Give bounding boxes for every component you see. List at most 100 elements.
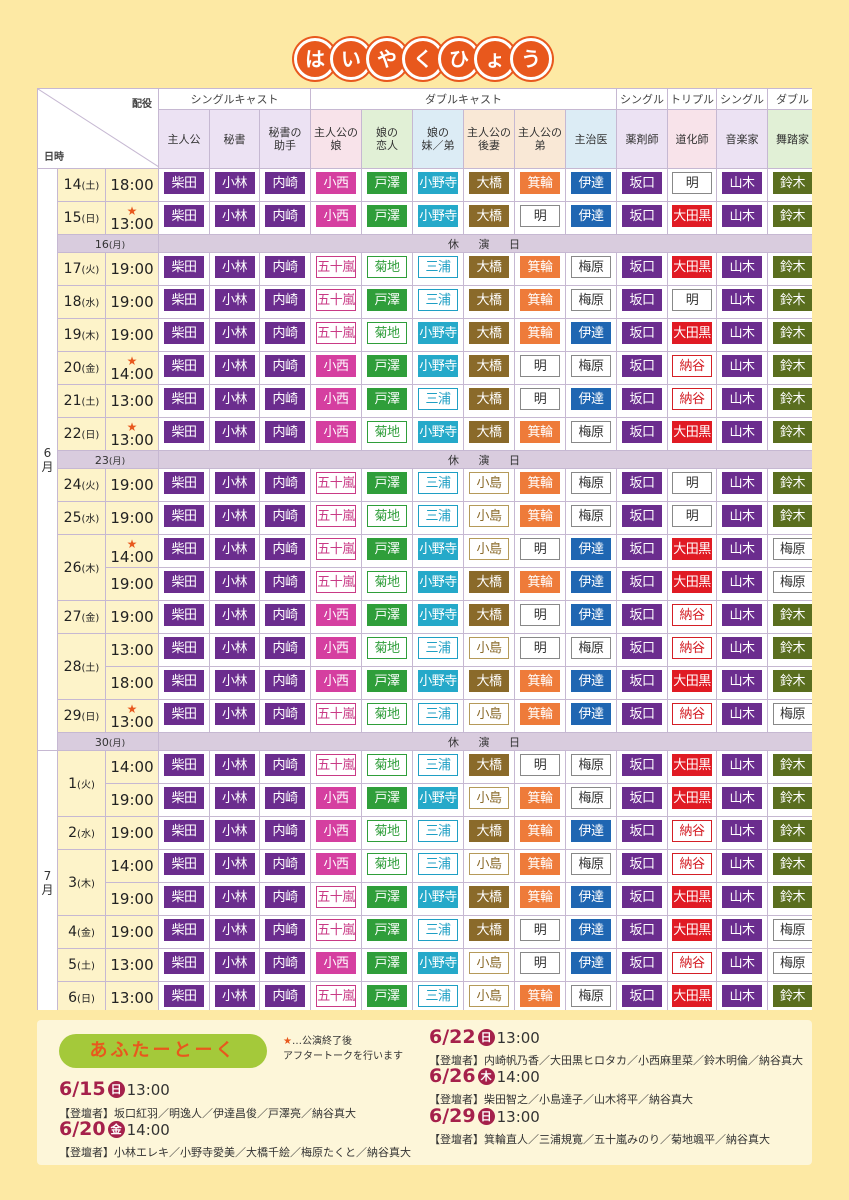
performance-row: 19:00 柴田 小林 内崎 五十嵐 菊地 小野寺 大橋 箕輪 伊達 坂口 大田黒 山木 梅原 — [38, 567, 812, 601]
actor-name: 小林 — [214, 985, 255, 1007]
actor-name: 戸澤 — [367, 205, 408, 227]
actor-name: 柴田 — [164, 853, 205, 875]
cast-cell: 内崎 — [259, 318, 312, 352]
cast-cell: 山木 — [716, 699, 769, 733]
off-day-date: 23(月) — [56, 450, 160, 469]
cast-cell: 内崎 — [259, 699, 312, 733]
actor-name: 明 — [672, 505, 713, 527]
talk-cast: 【登壇者】箕輪直人／三浦規寛／五十嵐みのり／菊地颯平／納谷真大 — [429, 1133, 770, 1146]
actor-name: 小島 — [469, 853, 510, 875]
cast-cell: 鈴木 — [767, 501, 812, 535]
cast-cell: 箕輪 — [514, 882, 567, 916]
role-header: 道化師 — [667, 109, 718, 169]
cast-cell: 菊地 — [361, 633, 414, 667]
actor-name: 坂口 — [622, 787, 663, 809]
cast-cell: 小林 — [209, 849, 261, 883]
cast-cell: 柴田 — [158, 468, 211, 502]
actor-name: 戸澤 — [367, 886, 408, 908]
actor-name: 小林 — [214, 205, 255, 227]
cast-cell: 箕輪 — [514, 849, 567, 883]
actor-name: 三浦 — [418, 637, 459, 659]
actor-name: 小西 — [316, 355, 357, 377]
cast-cell: 大田黒 — [667, 252, 718, 286]
header-corner: 配役 日時 — [37, 88, 160, 169]
cast-cell: 明 — [514, 384, 567, 418]
cast-cell: 山木 — [716, 567, 769, 601]
time-cell: 14:00 — [104, 750, 160, 784]
cast-cell: 大橋 — [463, 384, 516, 418]
cast-cell: 大橋 — [463, 816, 516, 850]
cast-cell: 戸澤 — [361, 948, 414, 982]
performance-row: 3(木) 14:00 柴田 小林 内崎 小西 菊地 三浦 小島 箕輪 梅原 坂口 納谷 山木 鈴木 — [38, 849, 812, 916]
cast-cell: 柴田 — [158, 849, 211, 883]
cast-cell: 五十嵐 — [310, 981, 363, 1010]
actor-name: 戸澤 — [367, 538, 408, 560]
actor-name: 山木 — [722, 637, 763, 659]
actor-name: 柴田 — [164, 886, 205, 908]
actor-name: 坂口 — [622, 571, 663, 593]
cast-cell: 坂口 — [616, 168, 669, 202]
cast-cell: 戸澤 — [361, 384, 414, 418]
actor-name: 鈴木 — [772, 637, 812, 659]
actor-name: 内崎 — [265, 472, 306, 494]
actor-name: 内崎 — [265, 172, 306, 194]
actor-name: 小西 — [316, 670, 357, 692]
actor-name: 伊達 — [571, 820, 612, 842]
cast-cell: 小野寺 — [412, 534, 465, 568]
cast-cell: 伊達 — [565, 699, 618, 733]
actor-name: 伊達 — [571, 604, 612, 626]
performance-row: 22(日) ★ 13:00 柴田 小林 内崎 小西 菊地 小野寺 大橋 箕輪 梅原 坂口 大田黒 山木 鈴木 — [38, 417, 812, 451]
star-icon: ★ — [126, 203, 138, 218]
actor-name: 小島 — [469, 538, 510, 560]
cast-cell: 梅原 — [767, 915, 812, 949]
cast-cell: 小林 — [209, 915, 261, 949]
actor-name: 坂口 — [622, 952, 663, 974]
cast-cell: 大橋 — [463, 750, 516, 784]
cast-cell: 柴田 — [158, 699, 211, 733]
cast-cell: 戸澤 — [361, 468, 414, 502]
actor-name: 三浦 — [418, 820, 459, 842]
actor-name: 小野寺 — [418, 421, 459, 443]
cast-cell: 坂口 — [616, 981, 669, 1010]
title-char: や — [366, 38, 408, 80]
actor-name: 大橋 — [469, 256, 510, 278]
cast-cell: 内崎 — [259, 783, 312, 817]
cast-cell: 五十嵐 — [310, 567, 363, 601]
time-cell: 19:00 — [104, 501, 160, 535]
actor-name: 大田黒 — [672, 985, 713, 1007]
actor-name: 小西 — [316, 952, 357, 974]
actor-name: 山木 — [722, 205, 763, 227]
cast-cell: 柴田 — [158, 948, 211, 982]
date-cell: 24(火) — [57, 468, 106, 502]
actor-name: 小島 — [469, 703, 510, 725]
date-cell: 29(日) — [57, 699, 106, 733]
actor-name: 小西 — [316, 172, 357, 194]
actor-name: 箕輪 — [520, 289, 561, 311]
cast-cell: 伊達 — [565, 534, 618, 568]
star-icon: ★ — [126, 353, 138, 368]
actor-name: 大橋 — [469, 355, 510, 377]
role-label: 主人公の 弟 — [518, 126, 563, 152]
cast-cell: 明 — [514, 948, 567, 982]
cast-cell: 戸澤 — [361, 351, 414, 385]
actor-name: 柴田 — [164, 985, 205, 1007]
actor-name: 小野寺 — [418, 787, 459, 809]
time-cell: 13:00 — [104, 948, 160, 982]
cast-cell: 三浦 — [412, 501, 465, 535]
cast-cell: 内崎 — [259, 882, 312, 916]
role-label: 秘書の 助手 — [268, 126, 302, 152]
actor-name: 五十嵐 — [316, 322, 357, 344]
off-day-date: 30(月) — [56, 732, 160, 751]
actor-name: 戸澤 — [367, 472, 408, 494]
actor-name: 鈴木 — [772, 388, 812, 410]
role-label: 舞踏家 — [776, 132, 810, 146]
cast-cell: 山木 — [716, 534, 769, 568]
title-char: い — [330, 38, 372, 80]
cast-cell: 山木 — [716, 948, 769, 982]
role-label: 秘書 — [223, 132, 246, 146]
cast-cell: 小野寺 — [412, 201, 465, 235]
cast-cell: 山木 — [716, 633, 769, 667]
performance-row: 6 月 14(土) 18:00 柴田 小林 内崎 小西 戸澤 小野寺 大橋 箕輪 伊達 坂口明山木 鈴木 — [37, 168, 812, 751]
cast-cell: 坂口 — [616, 351, 669, 385]
cast-cell: 大橋 — [463, 201, 516, 235]
